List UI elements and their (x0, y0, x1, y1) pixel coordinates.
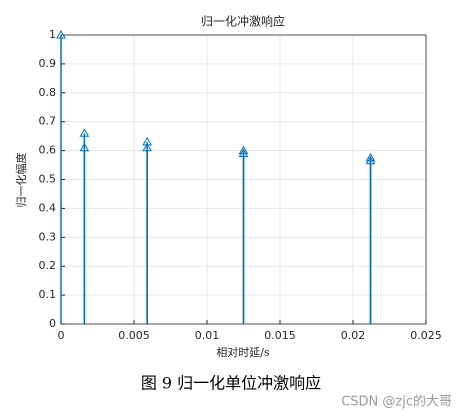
y-tick-label: 1 (49, 28, 56, 41)
x-axis-label: 相对时延/s (216, 345, 270, 359)
stem-marker (365, 155, 376, 165)
y-tick-label: 0.5 (39, 173, 57, 186)
y-tick-label: 0.7 (39, 115, 57, 128)
y-tick-label: 0.1 (39, 288, 57, 301)
y-tick-label: 0.2 (39, 259, 57, 272)
x-tick-label: 0.01 (195, 329, 220, 342)
stem-marker (79, 142, 90, 152)
stem-marker (142, 142, 153, 152)
x-tick-label: 0 (58, 329, 65, 342)
y-tick-label: 0.9 (39, 57, 57, 70)
y-tick-label: 0 (49, 317, 56, 330)
y-tick-label: 0.3 (39, 230, 57, 243)
watermark: CSDN @zjc的大哥 (341, 394, 452, 410)
stem-marker (142, 136, 153, 146)
x-tick-label: 0.015 (264, 329, 296, 342)
stem-marker (79, 128, 90, 137)
chart-title: 归一化冲激响应 (201, 14, 285, 29)
y-tick-label: 0.6 (39, 144, 57, 157)
stem-marker (56, 29, 66, 39)
x-tick-label: 0.02 (341, 329, 366, 342)
x-tick-label: 0.005 (118, 329, 150, 342)
stem-marker (238, 148, 249, 157)
caption: 图 9 归一化单位冲激响应 (141, 374, 321, 393)
y-axis-label: 归一化幅度 (14, 153, 28, 208)
y-tick-label: 0.4 (39, 201, 57, 214)
y-tick-label: 0.8 (39, 86, 57, 99)
x-tick-label: 0.025 (410, 329, 442, 342)
